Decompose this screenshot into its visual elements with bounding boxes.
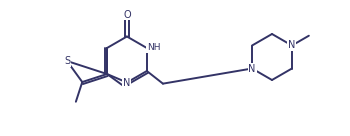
- Text: S: S: [64, 56, 70, 66]
- Text: N: N: [288, 41, 296, 50]
- Text: N: N: [248, 64, 256, 73]
- Text: N: N: [123, 78, 131, 87]
- Text: O: O: [123, 10, 131, 20]
- Text: NH: NH: [147, 44, 160, 52]
